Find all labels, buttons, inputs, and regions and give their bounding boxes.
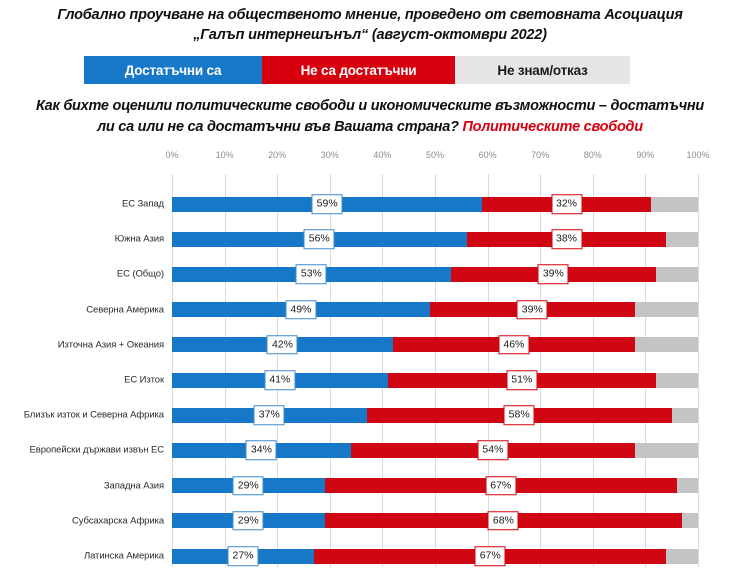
category-label: ЕС (Общо) [116, 268, 164, 280]
data-label-not-sufficient: 51% [506, 370, 538, 390]
x-tick-label: 0% [165, 150, 179, 160]
data-label-sufficient: 49% [285, 299, 317, 320]
survey-question: Как бихте оценили политическите свободи … [0, 96, 740, 138]
data-label-not-sufficient: 32% [550, 194, 583, 214]
legend-item-not-sufficient[interactable]: Не са достатъчни [262, 56, 455, 84]
plot-area: 59% 32% 56% 38% 53% 39% 49% 39% 42% 46% 41% 51% 37% 5… [172, 174, 699, 567]
data-label-not-sufficient: 38% [550, 229, 583, 249]
bar-row [172, 231, 698, 247]
gridline [487, 174, 489, 567]
category-label: Южна Азия [114, 233, 164, 245]
page-title: Глобално проучване на общественото мнени… [0, 0, 740, 45]
data-label-sufficient: 59% [311, 194, 343, 214]
bar-row [172, 407, 698, 423]
title-line-1: Глобално проучване на общественото мнени… [57, 7, 683, 23]
chart-legend: Достатъчни са Не са достатъчни Не знам/о… [84, 56, 630, 84]
bar-row [172, 196, 698, 212]
bar-segment-dont-know [634, 442, 698, 458]
legend-item-sufficient[interactable]: Достатъчни са [84, 56, 262, 84]
category-label: Източна Азия + Океания [57, 339, 164, 351]
x-tick-label: 50% [425, 150, 445, 160]
data-label-not-sufficient: 54% [477, 440, 509, 461]
bar-segment-dont-know [666, 231, 698, 247]
bar-segment-dont-know [676, 478, 698, 494]
data-label-sufficient: 53% [295, 264, 327, 285]
gridline [382, 174, 384, 567]
legend-item-sufficient-label: Достатъчни са [124, 62, 222, 78]
data-label-sufficient: 29% [232, 475, 264, 496]
data-label-not-sufficient: 46% [498, 335, 530, 355]
x-tick-label: 90% [636, 150, 655, 160]
x-tick-label: 10% [215, 150, 234, 160]
gridline [540, 174, 542, 567]
stacked-bar-chart: 0% 10% 20% 30% 40% 50% 60% 70% 80% 90% 100% 59% 32%… [0, 150, 740, 573]
x-tick-label: 60% [478, 150, 497, 160]
x-tick-label: 80% [583, 150, 602, 160]
data-label-sufficient: 42% [266, 335, 298, 355]
category-label: ЕС Изток [124, 374, 164, 386]
data-label-sufficient: 34% [245, 440, 277, 461]
gridline [435, 174, 436, 567]
data-label-not-sufficient: 67% [474, 546, 506, 566]
data-label-not-sufficient: 58% [503, 405, 535, 425]
data-label-not-sufficient: 39% [537, 264, 569, 285]
bar-segment-dont-know [634, 302, 698, 318]
data-label-not-sufficient: 68% [487, 511, 519, 531]
data-label-not-sufficient: 39% [516, 299, 548, 320]
x-tick-label: 20% [268, 150, 287, 160]
x-tick-label: 100% [686, 150, 710, 160]
title-line-2: „Галъп интернешънъл“ (август-октомври 20… [193, 27, 547, 43]
legend-item-not-sufficient-label: Не са достатъчни [300, 62, 417, 78]
question-topic-highlight: Политическите свободи [462, 119, 643, 135]
bar-row [172, 266, 698, 282]
bar-row [172, 302, 698, 318]
data-label-sufficient: 27% [227, 546, 259, 566]
category-label: Северна Америка [86, 304, 164, 316]
legend-item-dont-know[interactable]: Не знам/отказ [455, 56, 630, 84]
gridline [592, 174, 594, 567]
gridline [698, 174, 699, 567]
x-tick-label: 30% [320, 150, 339, 160]
bar-row [172, 337, 698, 353]
category-label: Субсахарска Африка [71, 515, 164, 527]
bar-segment-dont-know [650, 196, 698, 212]
category-label: Близък изток и Северна Африка [23, 409, 164, 421]
bar-segment-dont-know [682, 513, 698, 529]
gridline [645, 174, 647, 567]
category-label: Европейски държави извън ЕС [29, 444, 165, 456]
category-label: ЕС Запад [121, 198, 164, 210]
data-label-sufficient: 37% [253, 405, 285, 425]
bar-segment-dont-know [655, 372, 698, 388]
data-label-sufficient: 29% [232, 511, 264, 531]
x-axis-tick-labels: 0% 10% 20% 30% 40% 50% 60% 70% 80% 90% 100% [165, 150, 709, 170]
x-tick-label: 40% [373, 150, 392, 160]
bar-row [172, 372, 698, 388]
gridline [224, 174, 226, 567]
gridline [172, 174, 173, 567]
bar-segment-dont-know [655, 266, 698, 282]
bar-segment-dont-know [634, 337, 698, 353]
data-label-not-sufficient: 67% [485, 475, 517, 496]
data-label-sufficient: 56% [303, 229, 335, 249]
category-label: Латинска Америка [83, 550, 164, 562]
legend-item-dont-know-label: Не знам/отказ [497, 62, 588, 78]
bar-segment-dont-know [666, 548, 698, 564]
gridline [329, 174, 331, 567]
question-line-2-main: ли са или не са достатъчни във Вашата ст… [97, 119, 463, 135]
question-line-1: Как бихте оценили политическите свободи … [35, 98, 705, 114]
x-tick-label: 70% [531, 150, 550, 160]
question-line-2: ли са или не са достатъчни във Вашата ст… [14, 117, 726, 138]
data-label-sufficient: 41% [264, 370, 296, 390]
bar-segment-dont-know [671, 407, 698, 423]
category-label: Западна Азия [103, 480, 164, 492]
